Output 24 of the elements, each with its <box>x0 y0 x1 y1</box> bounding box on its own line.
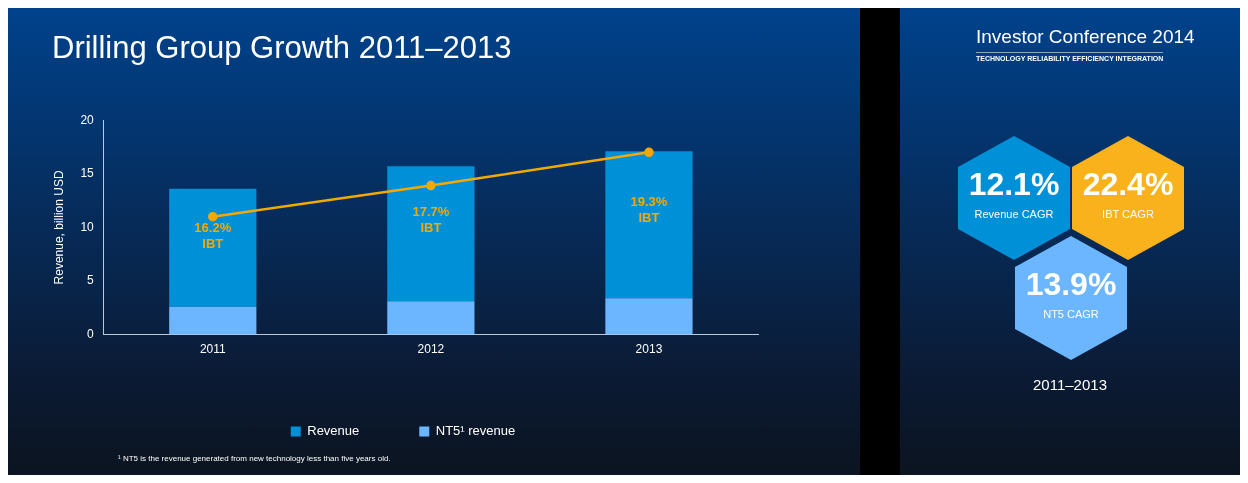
x-tick-label: 2013 <box>635 342 663 357</box>
annotation: 16.2% IBT <box>194 219 232 251</box>
legend-label: NT5¹ revenue <box>435 423 516 439</box>
text: 22.4% <box>1081 166 1175 203</box>
y-tick-label: 0 <box>87 326 95 341</box>
text: ¹ NT5 is the revenue generated from new technology less than five years old. <box>118 454 391 463</box>
text: 13.9% <box>1024 266 1118 303</box>
y-tick-label: 15 <box>80 166 95 181</box>
y-axis-title: Revenue, billion USD <box>51 170 66 285</box>
chart-title: Drilling Group Growth 2011–2013 <box>52 30 512 66</box>
text: Investor Conference 2014 <box>976 26 1195 48</box>
text: 2011–2013 <box>1032 376 1108 393</box>
y-tick-label: 10 <box>80 219 95 234</box>
y-tick-label: 20 <box>80 112 95 127</box>
text: Revenue CAGR <box>973 208 1055 220</box>
annotation: 19.3% IBT <box>630 193 668 225</box>
text: NT5 CAGR <box>1042 308 1100 320</box>
y-tick-label: 5 <box>87 273 95 288</box>
text: IBT CAGR <box>1101 208 1155 220</box>
annotation: 17.7% IBT <box>412 203 450 235</box>
text: 12.1% <box>967 166 1061 203</box>
x-tick-label: 2011 <box>199 342 227 357</box>
legend-label: Revenue <box>307 423 360 439</box>
x-tick-label: 2012 <box>417 342 445 357</box>
